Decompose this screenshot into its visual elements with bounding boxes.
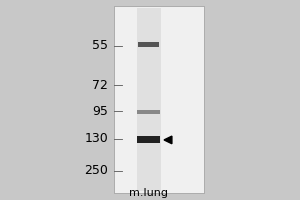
Text: 55: 55	[92, 39, 108, 52]
Bar	[114, 6, 204, 193]
Bar	[138, 42, 159, 47]
Text: 250: 250	[84, 164, 108, 177]
Text: 95: 95	[92, 105, 108, 118]
Bar	[137, 110, 160, 114]
Text: m.lung: m.lung	[129, 188, 168, 198]
Bar	[137, 136, 160, 143]
Bar	[136, 8, 160, 191]
Text: 130: 130	[84, 132, 108, 145]
Polygon shape	[164, 136, 172, 144]
Text: 72: 72	[92, 79, 108, 92]
